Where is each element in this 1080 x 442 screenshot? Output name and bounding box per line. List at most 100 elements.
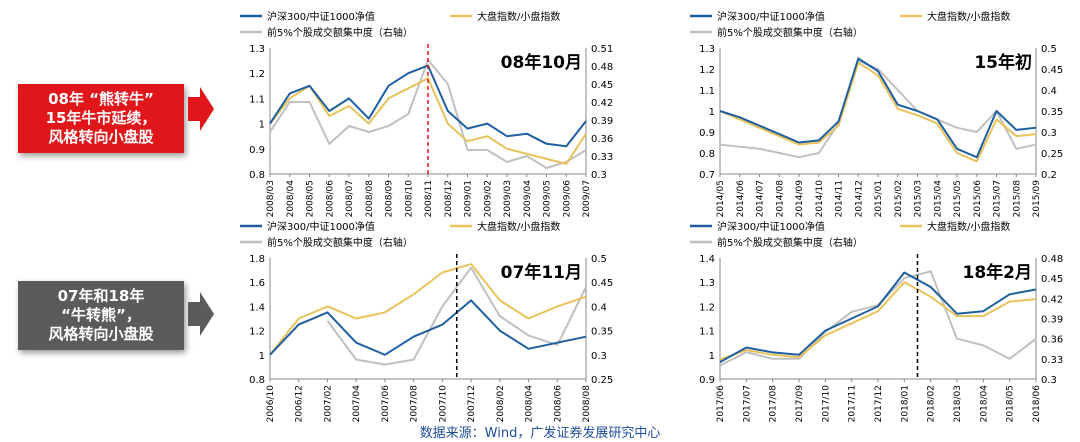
hs300-line [719,271,1037,363]
x-tick-label: 2017/08 [769,385,779,423]
legend-label: 大盘指数/小盘指数 [927,10,1010,23]
callout-bear-to-bull: 08年 “熊转牛” 15年牛市延续， 风格转向小盘股 [18,84,184,153]
y-tick-label: 0.7 [699,170,715,181]
y2-tick-label: 0.25 [591,375,613,386]
x-tick-label: 2014/11 [835,180,845,217]
bigsmall-line [719,281,1037,361]
x-tick-label: 2015/05 [953,180,963,217]
y2-tick-label: 0.45 [1041,274,1063,285]
legend-label: 大盘指数/小盘指数 [477,220,560,233]
x-tick-label: 2008/02 [496,385,506,422]
x-tick-label: 2007/06 [381,385,391,423]
x-tick-label: 2008/06 [325,180,335,218]
x-tick-label: 2017/11 [848,385,858,422]
chart-2015-early: 沪深300/中证1000净值 大盘指数/小盘指数 前5%个股成交额集中度（右轴） 15… [680,8,1070,218]
y-tick-label: 1.3 [699,44,715,55]
x-tick-label: 2015/01 [874,180,884,217]
x-tick-label: 2018/01 [900,385,910,422]
legend-label: 沪深300/中证1000净值 [267,220,375,233]
y-tick-label: 1.2 [249,327,265,338]
x-tick-label: 2008/08 [582,385,592,423]
callout-bull-to-bear: 07年和18年 “牛转熊”， 风格转向小盘股 [18,281,184,350]
x-tick-label: 2014/07 [756,180,766,217]
legend-label: 前5%个股成交额集中度（右轴） [717,236,863,249]
y2-tick-label: 0.2 [1041,170,1057,181]
y-tick-label: 1.1 [699,86,715,97]
legend-label: 沪深300/中证1000净值 [717,10,825,23]
x-tick-label: 2018/03 [953,385,963,422]
y2-tick-label: 0.35 [1041,107,1063,118]
y-tick-label: 1.4 [249,302,265,313]
y-tick-label: 1 [259,351,265,362]
x-tick-label: 2017/07 [742,385,752,422]
chart-2008-oct: 沪深300/中证1000净值 大盘指数/小盘指数 前5%个股成交额集中度（右轴） 08… [230,8,620,218]
bigsmall-line [269,263,587,356]
legend-label: 前5%个股成交额集中度（右轴） [267,26,413,39]
x-tick-label: 2017/09 [795,385,805,423]
y-tick-label: 0.8 [249,375,265,386]
y2-tick-label: 0.33 [591,152,613,163]
hs300-line [269,299,587,356]
legend-label: 大盘指数/小盘指数 [927,220,1010,233]
x-tick-label: 2009/01 [464,180,474,217]
x-tick-label: 2014/06 [736,180,746,218]
y-tick-label: 0.8 [249,170,265,181]
x-tick-label: 2009/04 [523,180,533,218]
y2-tick-label: 0.3 [1041,128,1057,139]
x-tick-label: 2015/07 [993,180,1003,217]
x-tick-label: 2008/10 [404,180,414,218]
y2-tick-label: 0.45 [591,278,613,289]
y-tick-label: 1.4 [699,254,715,265]
chart-annotation: 07年11月 [501,262,582,283]
x-tick-label: 2006/10 [266,385,276,423]
x-tick-label: 2009/03 [503,180,513,217]
y2-tick-label: 0.48 [1041,254,1063,265]
y2-tick-label: 0.39 [1041,315,1063,326]
y2-tick-label: 0.39 [591,116,613,127]
x-tick-label: 2014/05 [716,180,726,217]
y-tick-label: 1 [709,351,715,362]
x-tick-label: 2015/03 [914,180,924,217]
bigsmall-line [719,61,1037,163]
y2-tick-label: 0.3 [591,170,607,181]
y-tick-label: 1.3 [699,278,715,289]
x-tick-label: 2018/05 [1006,385,1016,422]
x-tick-label: 2009/05 [543,180,553,217]
y2-tick-label: 0.45 [591,80,613,91]
chart-annotation: 18年2月 [963,262,1033,283]
y2-tick-label: 0.3 [1041,375,1057,386]
legend-label: 沪深300/中证1000净值 [267,10,375,23]
y2-tick-label: 0.3 [591,351,607,362]
legend-label: 大盘指数/小盘指数 [477,10,560,23]
x-tick-label: 2008/08 [365,180,375,218]
x-tick-label: 2015/04 [933,180,943,218]
x-tick-label: 2017/06 [716,385,726,423]
x-tick-label: 2014/09 [795,180,805,218]
y2-tick-label: 0.4 [1041,86,1057,97]
bigsmall-line [269,77,587,165]
x-tick-label: 2006/12 [295,385,305,422]
x-tick-label: 2008/05 [306,180,316,217]
y2-tick-label: 0.36 [1041,335,1063,346]
x-tick-label: 2008/04 [286,180,296,218]
chart-2007-nov: 沪深300/中证1000净值 大盘指数/小盘指数 前5%个股成交额集中度（右轴） 07… [230,218,620,423]
y-tick-label: 1.1 [699,327,715,338]
y-tick-label: 1.1 [249,94,265,105]
x-tick-label: 2007/02 [323,385,333,422]
hs300-line [719,57,1037,159]
x-tick-label: 2014/08 [775,180,785,218]
x-tick-label: 2015/09 [1032,180,1042,218]
y2-tick-label: 0.51 [591,44,613,55]
y-tick-label: 1.2 [699,302,715,313]
x-tick-label: 2018/06 [1032,385,1042,423]
concentration-line [719,59,1037,159]
chart-2018-feb: 沪深300/中证1000净值 大盘指数/小盘指数 前5%个股成交额集中度（右轴） 18… [680,218,1070,423]
y-tick-label: 0.8 [699,149,715,160]
y2-tick-label: 0.45 [1041,65,1063,76]
x-tick-label: 2007/08 [410,385,420,423]
x-tick-label: 2018/04 [979,385,989,423]
y-tick-label: 1.6 [249,278,265,289]
